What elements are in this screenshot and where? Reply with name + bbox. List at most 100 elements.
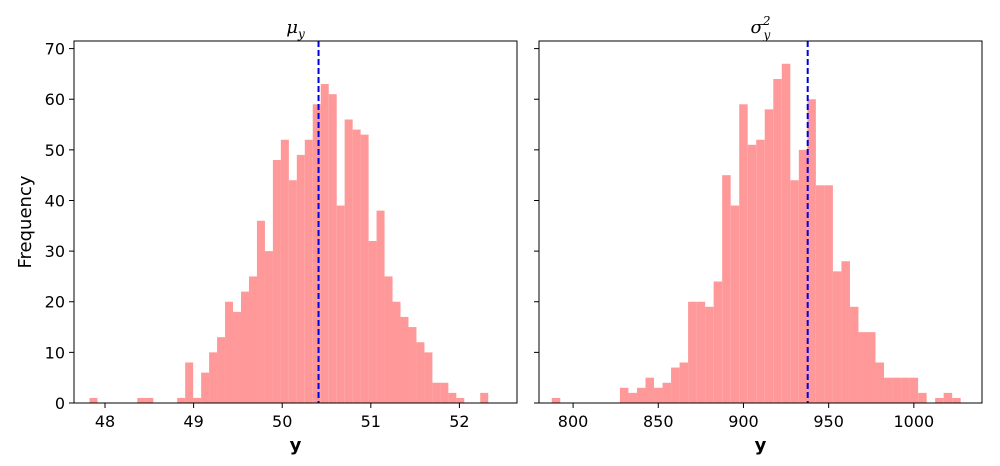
histogram-bar xyxy=(722,175,731,403)
x-tick-label: 950 xyxy=(813,412,844,431)
x-tick-label: 48 xyxy=(95,412,115,431)
histogram-bar xyxy=(662,382,672,403)
histogram-bar xyxy=(336,205,345,403)
histogram-bar xyxy=(858,332,867,403)
histogram-bar xyxy=(619,387,629,403)
histogram-bar xyxy=(408,327,417,403)
histogram-bar xyxy=(628,392,637,403)
histogram-bar xyxy=(773,78,782,403)
title-superscript: 2 xyxy=(762,14,771,28)
x-axis-label: y xyxy=(755,435,767,456)
histogram-bar xyxy=(233,311,242,403)
histogram-bar xyxy=(416,342,425,403)
histogram-bar xyxy=(240,291,249,403)
histogram-bar xyxy=(866,332,876,403)
histogram-bar xyxy=(918,392,927,403)
y-tick-label: 20 xyxy=(45,293,65,312)
histogram-bar xyxy=(384,276,393,403)
y-tick-label: 40 xyxy=(45,191,65,210)
title-symbol: μ xyxy=(286,17,298,38)
histogram-bar xyxy=(671,367,680,403)
histogram-bar xyxy=(424,352,433,403)
histogram-bar xyxy=(304,139,313,404)
histogram-bar xyxy=(943,392,953,403)
histogram-bar xyxy=(256,220,265,403)
histogram-bar xyxy=(756,139,765,404)
x-tick-label: 850 xyxy=(643,412,674,431)
chart-title: σ2 y xyxy=(751,14,771,42)
histogram-bar xyxy=(193,397,202,403)
histogram-bar xyxy=(824,185,833,403)
x-tick-label: 50 xyxy=(272,412,292,431)
histogram-bar xyxy=(952,397,961,403)
histogram-bar xyxy=(636,387,646,403)
x-tick-label: 1000 xyxy=(893,412,934,431)
histogram-bar xyxy=(875,362,885,403)
histogram-bar xyxy=(201,372,210,403)
histogram-bar xyxy=(288,180,297,403)
x-axis-label: y xyxy=(290,435,302,456)
histogram-bar xyxy=(137,397,146,403)
histogram-bar xyxy=(654,387,663,403)
histogram-bar xyxy=(892,377,902,403)
histogram-bar xyxy=(832,271,842,403)
histogram-bar xyxy=(705,306,714,403)
histogram-bar xyxy=(480,392,489,403)
y-tick-label: 0 xyxy=(55,394,65,413)
histogram-bar xyxy=(739,104,748,403)
x-tick-label: 49 xyxy=(183,412,203,431)
histogram-bar xyxy=(392,301,401,403)
histogram-bar xyxy=(432,382,441,403)
histogram-bar xyxy=(849,306,859,403)
chart-title: μy xyxy=(286,17,305,41)
histogram-bar xyxy=(456,397,465,403)
histogram-bar xyxy=(185,362,194,403)
histogram-bar xyxy=(328,94,337,403)
plot-frame xyxy=(73,40,518,404)
histogram-bar xyxy=(209,352,218,403)
histogram-bar xyxy=(841,261,850,403)
x-tick-label: 800 xyxy=(558,412,589,431)
histogram-bar xyxy=(225,301,234,403)
histogram-bar xyxy=(440,382,449,403)
histogram-bar xyxy=(296,154,305,403)
histogram-bar xyxy=(248,276,257,403)
histogram-bar xyxy=(145,397,154,403)
y-tick-label: 50 xyxy=(45,141,65,160)
title-symbol: σ xyxy=(751,17,764,38)
histogram-bar xyxy=(360,134,369,403)
y-tick-label: 70 xyxy=(45,40,65,59)
histogram-bar xyxy=(909,377,919,403)
histogram-bar xyxy=(551,397,561,403)
histogram-bar xyxy=(935,397,944,403)
histogram-bar xyxy=(177,397,186,403)
histogram-bar xyxy=(764,109,774,403)
histogram-bar xyxy=(688,301,697,403)
x-tick-label: 900 xyxy=(728,412,759,431)
histogram-bar xyxy=(264,251,273,403)
plot-frame xyxy=(538,40,983,404)
histogram-bar xyxy=(368,240,377,403)
histogram-panel-sigma-squared: 800 850 900 950 1000 y σ2 y xyxy=(534,14,983,456)
histogram-bar xyxy=(815,185,825,403)
histogram-bar xyxy=(679,362,689,403)
histogram-bar xyxy=(376,210,385,403)
histogram-bar xyxy=(272,159,281,403)
y-tick-label: 10 xyxy=(45,343,65,362)
histogram-bar xyxy=(645,377,655,403)
histogram-bar xyxy=(747,144,757,404)
histogram-bar xyxy=(901,377,910,403)
title-subscript: y xyxy=(297,27,305,41)
histogram-bar xyxy=(344,119,353,403)
histogram-bar xyxy=(352,129,361,403)
histogram-bar xyxy=(89,397,98,403)
histogram-bar xyxy=(448,392,457,403)
histogram-bar xyxy=(781,63,791,403)
histogram-bar xyxy=(807,99,816,403)
histogram-bar xyxy=(884,377,893,403)
histogram-bar xyxy=(713,281,723,403)
histogram-bar xyxy=(320,84,329,403)
histogram-bar xyxy=(730,205,740,403)
